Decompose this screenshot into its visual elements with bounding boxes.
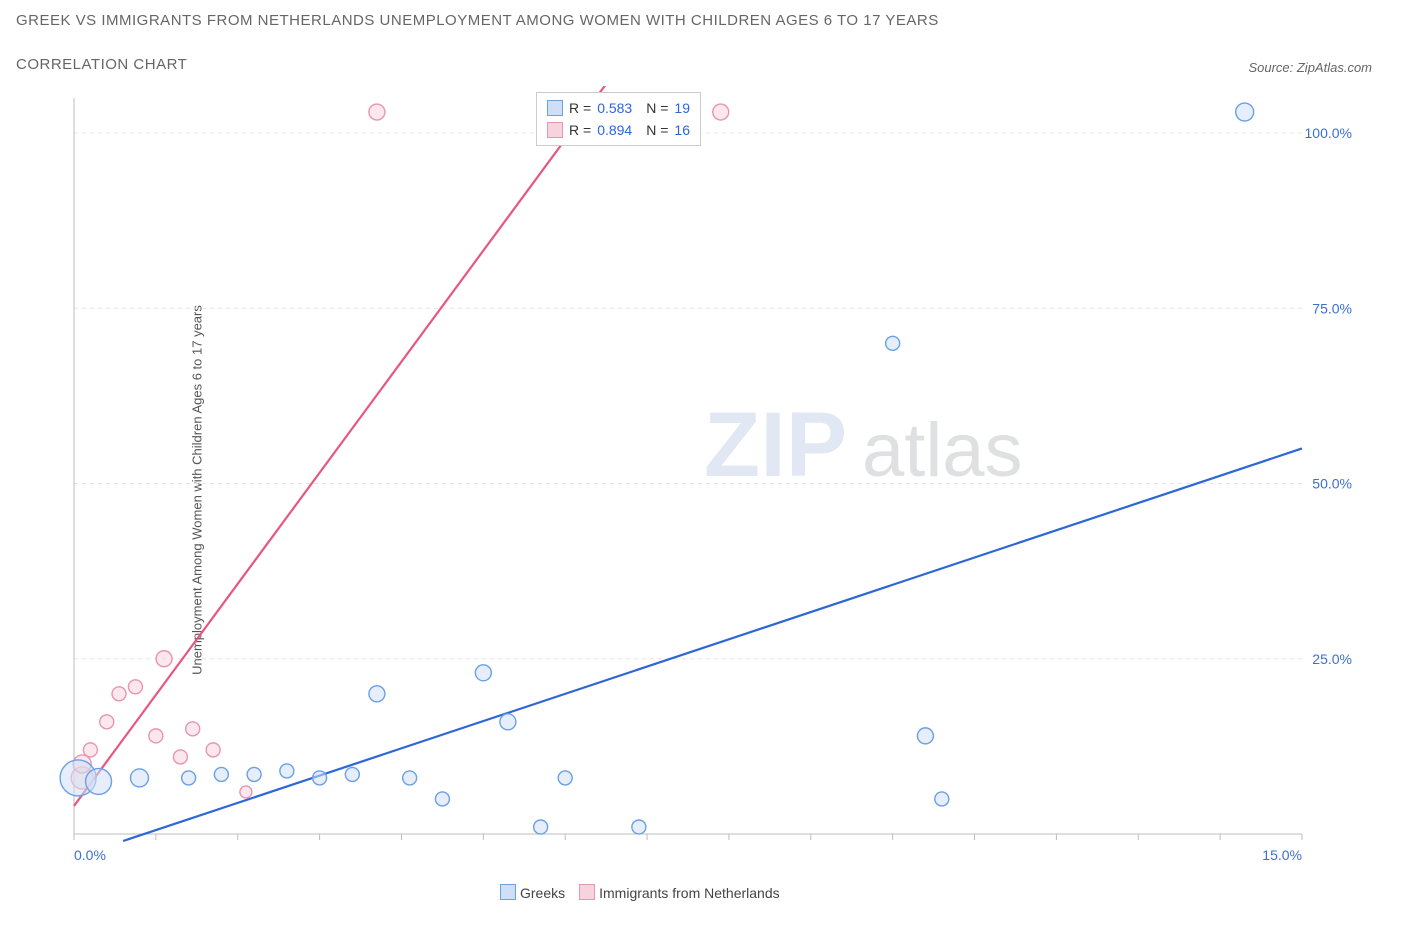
legend-n-label: N =: [646, 122, 668, 138]
data-point-greek[interactable]: [130, 769, 148, 787]
scatter-svg: 25.0% 50.0% 75.0% 100.0% 0.0% 15.0% ZIPatlas: [44, 86, 1372, 880]
x-tick-label: 15.0%: [1262, 847, 1302, 863]
data-point-nl[interactable]: [206, 743, 220, 757]
data-point-greek[interactable]: [313, 771, 327, 785]
legend-item[interactable]: Greeks: [500, 884, 565, 901]
source-attribution: Source: ZipAtlas.com: [1248, 60, 1372, 75]
y-tick-label: 100.0%: [1305, 125, 1352, 141]
data-point-nl[interactable]: [240, 786, 252, 798]
data-point-greek[interactable]: [280, 764, 294, 778]
legend-swatch-icon: [500, 884, 516, 900]
data-point-greek[interactable]: [86, 768, 112, 794]
data-point-nl[interactable]: [83, 743, 97, 757]
data-point-nl[interactable]: [713, 104, 729, 120]
chart-plot-area: 25.0% 50.0% 75.0% 100.0% 0.0% 15.0% ZIPatlas: [44, 86, 1372, 880]
legend-r-label: R =: [569, 122, 591, 138]
data-point-nl[interactable]: [173, 750, 187, 764]
data-point-greek[interactable]: [935, 792, 949, 806]
legend-n-value: 19: [674, 100, 690, 116]
y-tick-label: 25.0%: [1312, 651, 1352, 667]
chart-subtitle: CORRELATION CHART: [16, 56, 187, 73]
legend-swatch-icon: [547, 122, 563, 138]
data-point-greek[interactable]: [1236, 103, 1254, 121]
data-point-greek[interactable]: [558, 771, 572, 785]
data-point-greek[interactable]: [182, 771, 196, 785]
legend-swatch-icon: [547, 100, 563, 116]
series-legend: Greeks Immigrants from Netherlands: [500, 884, 780, 901]
data-point-greek[interactable]: [886, 336, 900, 350]
legend-row: R = 0.894 N = 16: [547, 119, 690, 141]
data-point-nl[interactable]: [149, 729, 163, 743]
data-point-nl[interactable]: [186, 722, 200, 736]
legend-item[interactable]: Immigrants from Netherlands: [579, 884, 780, 901]
data-point-greek[interactable]: [500, 714, 516, 730]
data-point-greek[interactable]: [475, 665, 491, 681]
y-tick-label: 50.0%: [1312, 476, 1352, 492]
chart-title: GREEK VS IMMIGRANTS FROM NETHERLANDS UNE…: [16, 12, 939, 29]
data-point-nl[interactable]: [128, 680, 142, 694]
data-point-greek[interactable]: [534, 820, 548, 834]
y-tick-label: 75.0%: [1312, 300, 1352, 316]
data-point-nl[interactable]: [156, 651, 172, 667]
data-point-nl[interactable]: [369, 104, 385, 120]
data-point-greek[interactable]: [247, 767, 261, 781]
data-point-greek[interactable]: [345, 767, 359, 781]
data-point-greek[interactable]: [632, 820, 646, 834]
watermark-atlas: atlas: [862, 408, 1023, 493]
data-point-nl[interactable]: [112, 687, 126, 701]
data-point-greek[interactable]: [369, 686, 385, 702]
legend-swatch-icon: [579, 884, 595, 900]
watermark-zip: ZIP: [704, 394, 847, 496]
legend-n-label: N =: [646, 100, 668, 116]
legend-r-label: R =: [569, 100, 591, 116]
data-point-greek[interactable]: [917, 728, 933, 744]
x-tick-label: 0.0%: [74, 847, 106, 863]
data-point-nl[interactable]: [100, 715, 114, 729]
legend-item-label: Immigrants from Netherlands: [599, 885, 780, 901]
data-point-greek[interactable]: [403, 771, 417, 785]
legend-r-value: 0.583: [597, 100, 632, 116]
legend-n-value: 16: [674, 122, 690, 138]
legend-item-label: Greeks: [520, 885, 565, 901]
correlation-legend: R = 0.583 N = 19 R = 0.894 N = 16: [536, 92, 701, 146]
legend-r-value: 0.894: [597, 122, 632, 138]
legend-row: R = 0.583 N = 19: [547, 97, 690, 119]
data-point-greek[interactable]: [435, 792, 449, 806]
data-point-greek[interactable]: [214, 767, 228, 781]
